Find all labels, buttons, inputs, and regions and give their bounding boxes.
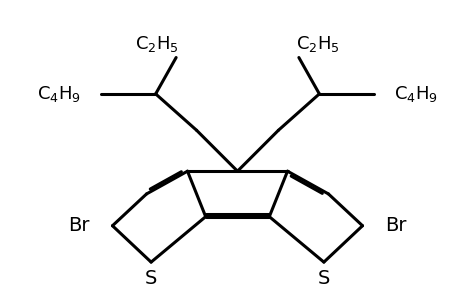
Text: Br: Br xyxy=(68,216,90,235)
Text: Br: Br xyxy=(385,216,407,235)
Text: C$_{\mathregular{4}}$H$_{\mathregular{9}}$: C$_{\mathregular{4}}$H$_{\mathregular{9}… xyxy=(394,84,438,104)
Text: S: S xyxy=(318,269,330,288)
Text: C$_{\mathregular{4}}$H$_{\mathregular{9}}$: C$_{\mathregular{4}}$H$_{\mathregular{9}… xyxy=(37,84,81,104)
Text: C$_{\mathregular{2}}$H$_{\mathregular{5}}$: C$_{\mathregular{2}}$H$_{\mathregular{5}… xyxy=(135,34,179,54)
Text: C$_{\mathregular{2}}$H$_{\mathregular{5}}$: C$_{\mathregular{2}}$H$_{\mathregular{5}… xyxy=(296,34,340,54)
Text: S: S xyxy=(145,269,157,288)
